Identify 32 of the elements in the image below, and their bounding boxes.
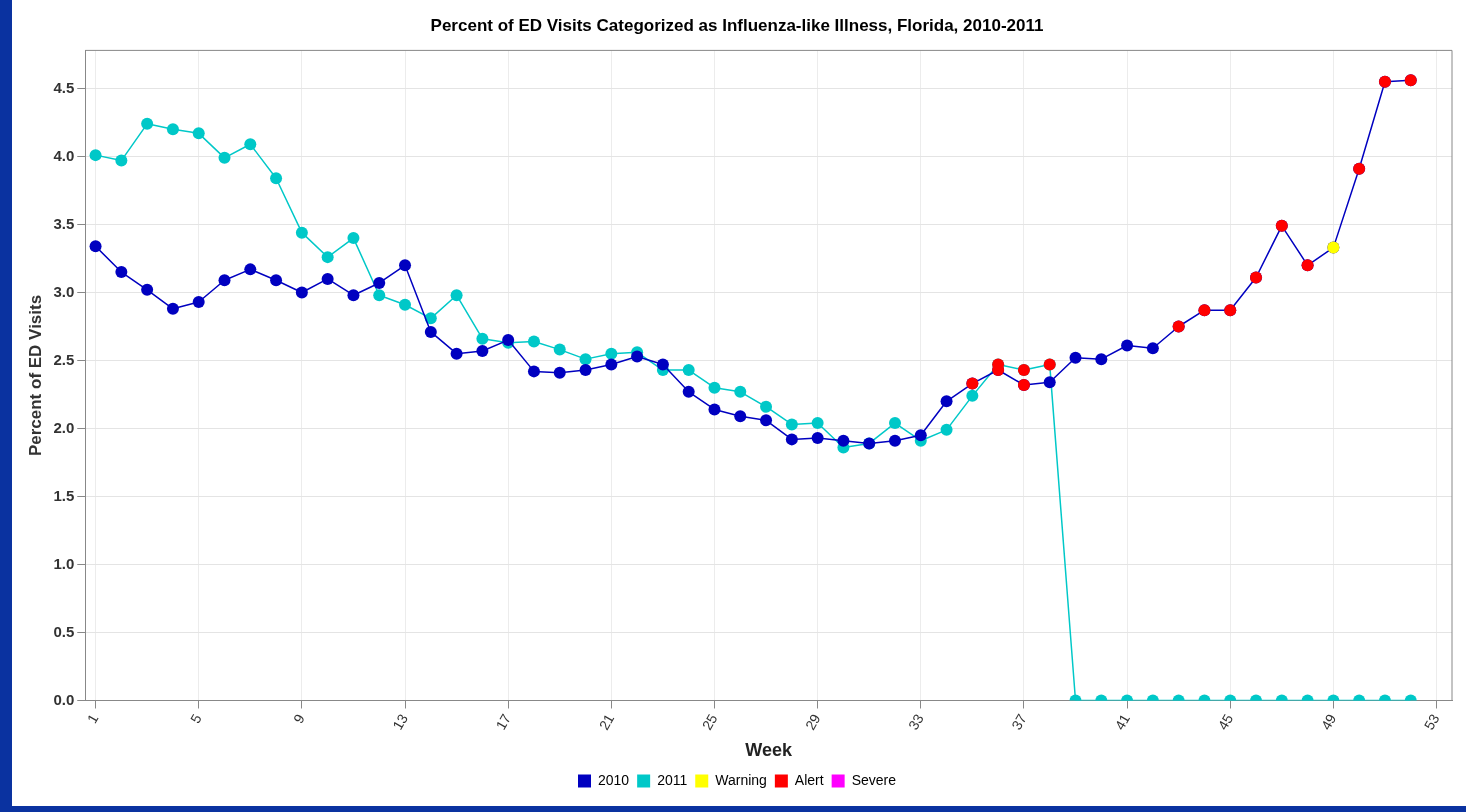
x-axis-title: Week — [745, 740, 793, 761]
y-tick-label: 2.0 — [53, 418, 75, 436]
x-tick-label: 1 — [83, 710, 102, 726]
y-tick-label: 4.5 — [53, 78, 75, 96]
x-tick-label: 9 — [290, 710, 308, 726]
x-tick-label: 17 — [492, 710, 515, 733]
x-tick-label: 13 — [389, 710, 412, 733]
x-tick-label: 37 — [1008, 710, 1030, 733]
legend-label: 2010 — [598, 771, 630, 788]
y-tick-label: 4.0 — [53, 146, 75, 164]
y-tick-label: 1.5 — [53, 486, 75, 504]
legend-label: Alert — [794, 771, 824, 788]
x-tick-label: 53 — [1420, 710, 1443, 733]
y-tick-label: 1.0 — [53, 554, 75, 572]
x-tick-label: 21 — [595, 710, 618, 733]
legend-label: Severe — [851, 771, 897, 788]
y-axis-title: Percent of ED Visits — [25, 294, 45, 457]
x-tick-label: 41 — [1111, 710, 1134, 733]
x-tick-label: 25 — [698, 710, 721, 733]
x-tick-label: 49 — [1317, 710, 1340, 733]
legend-label: Warning — [715, 771, 767, 788]
x-tick-label: 29 — [801, 710, 824, 733]
chart-title: Percent of ED Visits Categorized as Influenza-like Illness, Florida, 2010-2011 — [430, 15, 1044, 35]
y-tick-label: 3.5 — [53, 214, 75, 232]
x-tick-label: 33 — [905, 710, 927, 733]
y-tick-label: 0.5 — [53, 622, 75, 640]
x-tick-label: 45 — [1214, 710, 1237, 733]
x-tick-label: 5 — [186, 710, 205, 726]
y-tick-label: 2.5 — [53, 350, 75, 368]
y-tick-label: 0.0 — [53, 690, 75, 708]
legend-label: 2011 — [657, 771, 688, 788]
y-tick-label: 3.0 — [53, 282, 75, 300]
